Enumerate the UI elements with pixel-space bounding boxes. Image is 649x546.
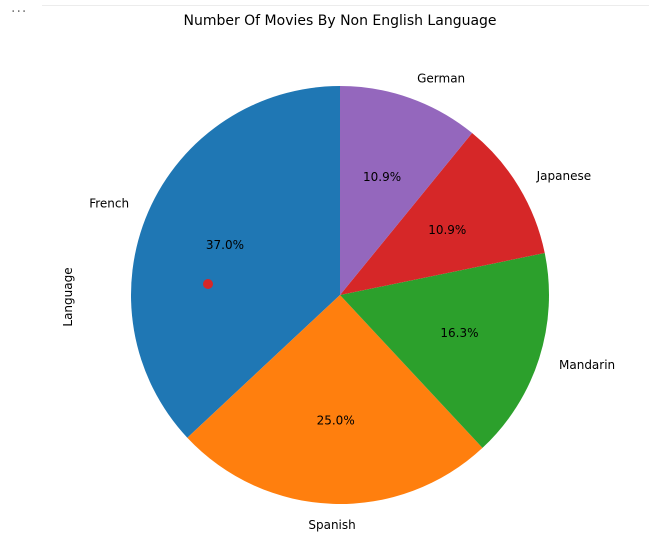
chart-title: Number Of Movies By Non English Language (183, 13, 497, 29)
top-divider (42, 5, 649, 6)
slice-percent-french: 37.0% (206, 238, 244, 252)
slice-percent-japanese: 10.9% (428, 223, 466, 237)
slice-percent-spanish: 25.0% (317, 413, 355, 427)
pie-labels: French 37.0% Spanish 25.0% Mandarin 16.3% Japa… (89, 71, 615, 531)
slice-label-mandarin: Mandarin (559, 358, 615, 372)
slice-label-german: German (417, 71, 465, 85)
slice-label-japanese: Japanese (536, 169, 592, 183)
pie-slice-spanish (187, 295, 483, 504)
pie-slice-mandarin (340, 252, 549, 448)
pie-slice-german (340, 86, 473, 295)
pie-slice-french (130, 86, 340, 438)
pie-slices (130, 86, 549, 504)
y-axis-label: Language (61, 267, 75, 326)
ellipsis-icon[interactable]: ··· (11, 4, 28, 20)
slice-percent-german: 10.9% (363, 170, 401, 184)
pie-slice-japanese (340, 133, 545, 295)
slice-percent-mandarin: 16.3% (440, 326, 478, 340)
slice-label-french: French (89, 196, 129, 210)
red-dot-marker (203, 279, 213, 289)
slice-label-spanish: Spanish (308, 518, 355, 532)
